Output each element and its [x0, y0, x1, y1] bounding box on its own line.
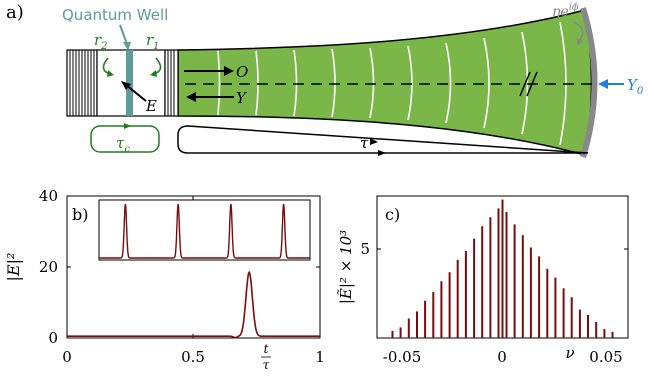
panel-c-label: c)	[385, 205, 400, 224]
panel-a-label: a)	[6, 2, 24, 23]
series-c-bars	[391, 199, 614, 338]
y-label: Y	[236, 89, 248, 107]
r2-label: r2	[94, 31, 108, 52]
wavefronts	[217, 21, 567, 146]
qw-label: Quantum Well	[62, 6, 168, 24]
qw-pointer	[119, 24, 128, 45]
panel-c: 5 -0.05 0 0.05 ν |Ẽ|² × 10³ c)	[337, 195, 629, 366]
ytick-b-40: 40	[39, 187, 58, 205]
r1-label: r1	[146, 31, 160, 52]
inset-series-line	[99, 203, 310, 259]
svg-text:τ: τ	[263, 358, 270, 372]
xtick-b-05: 0.5	[181, 348, 205, 366]
quantum-well	[126, 50, 133, 116]
xtick-b-1: 1	[315, 348, 325, 366]
inset-frame	[98, 199, 311, 261]
dbr-left-layers	[69, 50, 95, 116]
e-label: E	[145, 97, 157, 115]
xtick-b-0: 0	[62, 348, 72, 366]
phase-arrowhead	[576, 38, 583, 45]
panel-b-label: b)	[72, 205, 88, 224]
xlabel-c: ν	[565, 344, 574, 362]
xtick-c-neg: -0.05	[383, 348, 421, 366]
ytick-b-0: 0	[48, 329, 58, 347]
ylabel-c: |Ẽ|² × 10³	[337, 230, 355, 304]
break-mark-1	[519, 71, 531, 97]
ylabel-b: |E|²	[4, 253, 23, 282]
tau-c-label: τc	[116, 134, 130, 155]
dbr-right-layers	[167, 50, 175, 116]
series-b-line	[67, 270, 320, 339]
curved-mirror	[580, 7, 598, 158]
y0-label: Y0	[627, 76, 644, 97]
e-field-arrow	[125, 84, 147, 102]
svg-text:t: t	[264, 342, 269, 356]
xtick-c-0: 0	[497, 348, 507, 366]
tau-loop	[177, 125, 589, 154]
ytick-c-5: 5	[360, 240, 370, 258]
xlabel-b: t τ	[261, 342, 271, 372]
qw-pointer-head	[123, 42, 131, 51]
tau-label: τ	[360, 134, 369, 152]
ytick-b-20: 20	[39, 258, 58, 276]
xtick-c-pos: 0.05	[589, 348, 622, 366]
panel-b: 40 20 0 0 0.5 1 |E|² t τ b)	[4, 187, 325, 372]
o-label: O	[236, 63, 248, 81]
mirror-label: ηeiϕ	[552, 2, 579, 20]
panel-a: a) ηeiϕ	[6, 2, 644, 158]
phase-arrow-icon	[572, 21, 584, 41]
cavity-body	[177, 9, 593, 156]
